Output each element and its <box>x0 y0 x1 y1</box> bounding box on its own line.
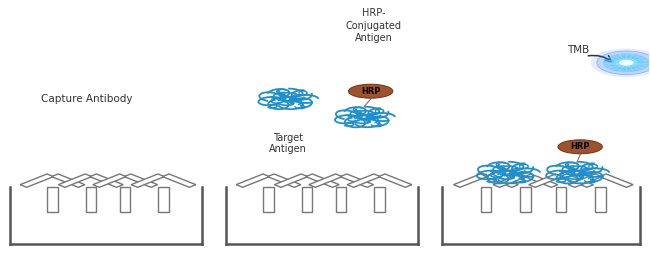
Polygon shape <box>120 187 131 212</box>
Text: Target
Antigen: Target Antigen <box>268 133 307 154</box>
Text: HRP: HRP <box>571 142 590 151</box>
Polygon shape <box>236 174 270 187</box>
Circle shape <box>591 49 650 77</box>
Polygon shape <box>162 174 196 187</box>
Polygon shape <box>124 174 158 187</box>
Ellipse shape <box>348 84 393 98</box>
Polygon shape <box>306 174 339 187</box>
Polygon shape <box>528 174 562 187</box>
Ellipse shape <box>558 140 603 154</box>
Text: TMB: TMB <box>567 45 589 55</box>
Polygon shape <box>374 187 385 212</box>
Polygon shape <box>309 174 343 187</box>
Polygon shape <box>340 174 374 187</box>
Circle shape <box>619 60 634 66</box>
Polygon shape <box>347 174 380 187</box>
Polygon shape <box>520 187 531 212</box>
Polygon shape <box>480 187 491 212</box>
Polygon shape <box>90 174 124 187</box>
Polygon shape <box>158 187 169 212</box>
Polygon shape <box>131 174 164 187</box>
Polygon shape <box>568 174 602 187</box>
Polygon shape <box>302 187 312 212</box>
Polygon shape <box>493 174 526 187</box>
Polygon shape <box>267 174 301 187</box>
Polygon shape <box>556 187 566 212</box>
Polygon shape <box>595 187 606 212</box>
Polygon shape <box>560 174 593 187</box>
Polygon shape <box>600 174 633 187</box>
Polygon shape <box>93 174 126 187</box>
Polygon shape <box>525 174 558 187</box>
Polygon shape <box>20 174 53 187</box>
Text: HRP: HRP <box>361 87 380 96</box>
Circle shape <box>597 51 650 75</box>
Polygon shape <box>485 174 518 187</box>
Text: HRP-
Conjugated
Antigen: HRP- Conjugated Antigen <box>346 9 402 43</box>
Polygon shape <box>274 174 308 187</box>
Polygon shape <box>47 187 58 212</box>
Circle shape <box>609 56 644 70</box>
Polygon shape <box>378 174 412 187</box>
Polygon shape <box>263 187 274 212</box>
Polygon shape <box>336 187 346 212</box>
Text: Capture Antibody: Capture Antibody <box>41 94 133 104</box>
Polygon shape <box>86 187 96 212</box>
Circle shape <box>603 53 650 72</box>
Polygon shape <box>58 174 92 187</box>
Circle shape <box>616 58 638 67</box>
Polygon shape <box>51 174 85 187</box>
Polygon shape <box>454 174 487 187</box>
